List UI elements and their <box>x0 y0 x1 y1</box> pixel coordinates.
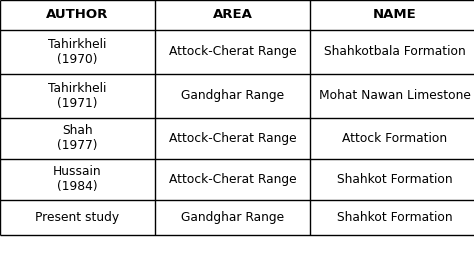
Text: Attock-Cherat Range: Attock-Cherat Range <box>169 46 296 59</box>
Text: Hussain
(1984): Hussain (1984) <box>53 166 102 193</box>
Text: Attock-Cherat Range: Attock-Cherat Range <box>169 132 296 145</box>
Text: Shahkotbala Formation: Shahkotbala Formation <box>324 46 466 59</box>
Text: AREA: AREA <box>212 8 253 21</box>
Text: Shahkot Formation: Shahkot Formation <box>337 173 453 186</box>
Text: Shah
(1977): Shah (1977) <box>57 125 98 152</box>
Text: Tahirkheli
(1971): Tahirkheli (1971) <box>48 82 107 110</box>
Text: AUTHOR: AUTHOR <box>46 8 109 21</box>
Text: Tahirkheli
(1970): Tahirkheli (1970) <box>48 38 107 66</box>
Text: Shahkot Formation: Shahkot Formation <box>337 211 453 224</box>
Text: Present study: Present study <box>36 211 119 224</box>
Text: Mohat Nawan Limestone: Mohat Nawan Limestone <box>319 90 471 103</box>
Text: NAME: NAME <box>373 8 417 21</box>
Text: Gandghar Range: Gandghar Range <box>181 211 284 224</box>
Text: Attock Formation: Attock Formation <box>342 132 447 145</box>
Text: Attock-Cherat Range: Attock-Cherat Range <box>169 173 296 186</box>
Text: Gandghar Range: Gandghar Range <box>181 90 284 103</box>
